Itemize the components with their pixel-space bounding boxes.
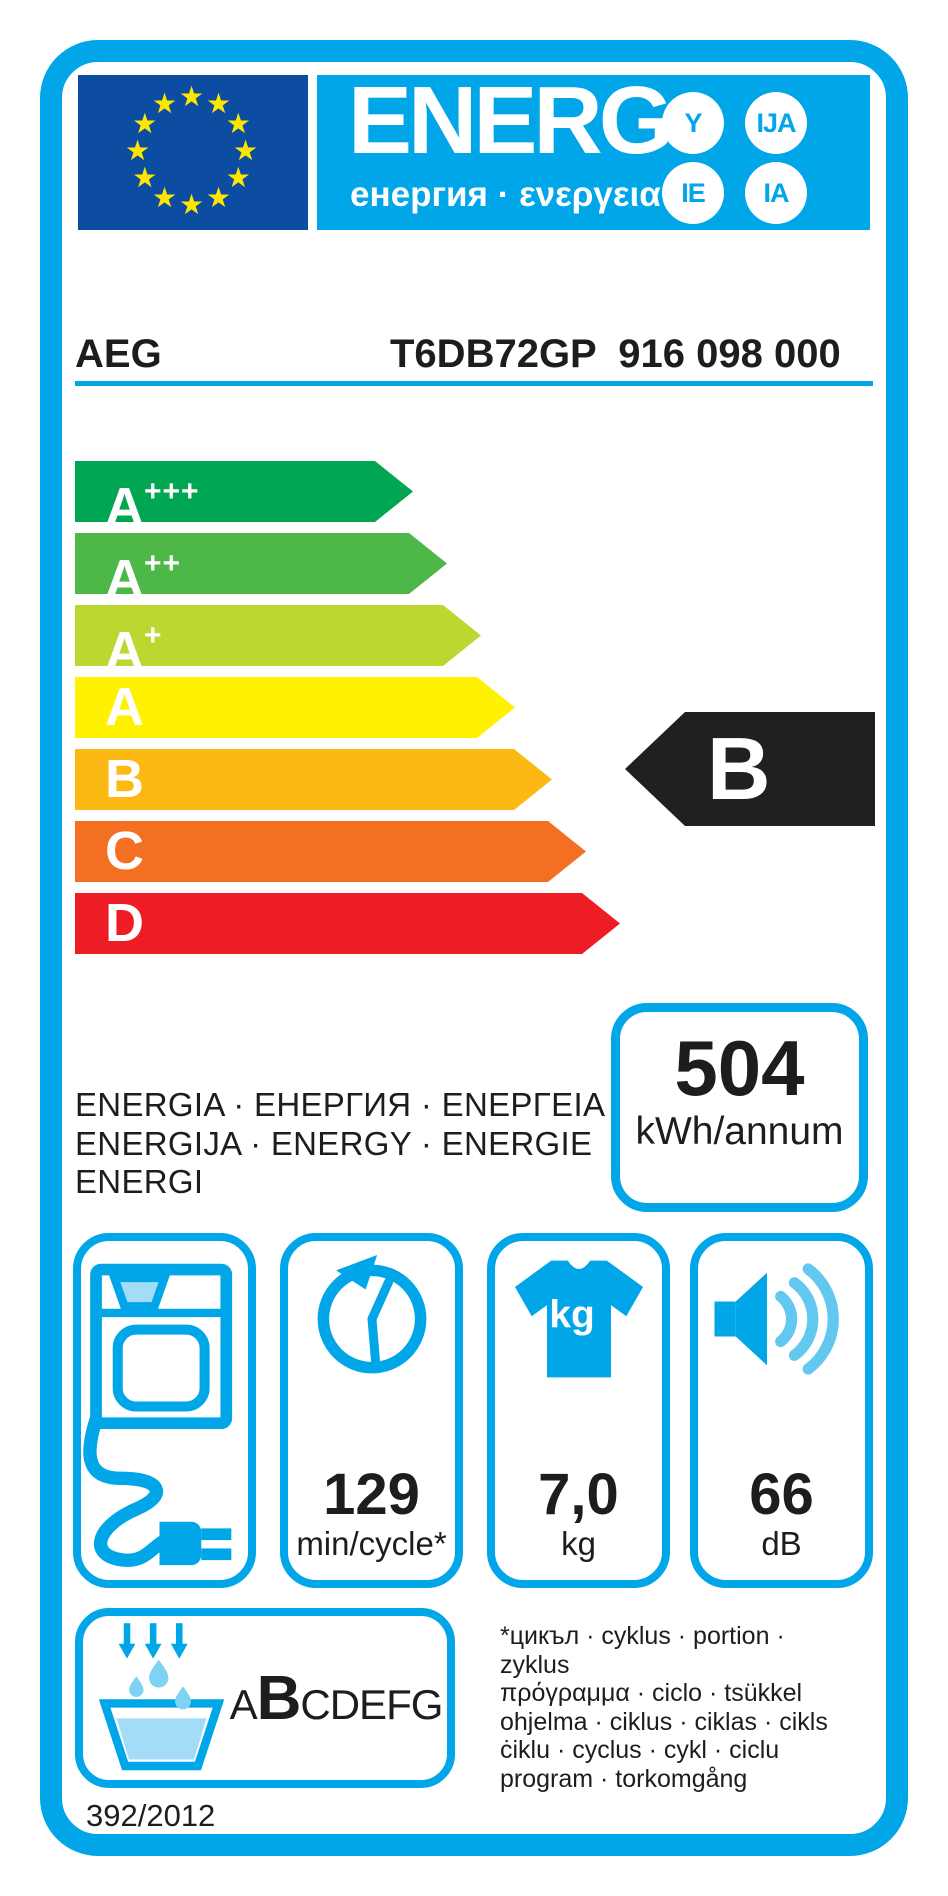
header-band: ENERG енергия · ενεργεια Y IJA IE IA (317, 67, 870, 230)
eu-flag-star: ★ (233, 134, 259, 167)
rating-bar-label: C (105, 821, 144, 881)
eu-flag-star: ★ (179, 188, 205, 221)
capacity-box: kg 7,0 kg (487, 1233, 670, 1588)
condenser-dryer-icon (81, 1241, 248, 1580)
energy-word-lines: ENERGIA · ЕНЕРГИЯ · ΕΝΕΡΓΕΙΑ ENERGIJA · … (75, 1086, 606, 1200)
cycle-duration-box: 129 min/cycle* (280, 1233, 463, 1588)
annual-energy-value: 504 (674, 1024, 805, 1112)
rating-bar-c: C (75, 821, 586, 882)
energ-suffix-ie: IE (662, 162, 724, 224)
rating-bar-a+: A+ (75, 605, 481, 666)
eu-flag-star: ★ (152, 87, 178, 121)
rating-bar-label: A+ (105, 619, 163, 681)
noise-box: 66 dB (690, 1233, 873, 1588)
rating-bar-a: A (75, 677, 515, 738)
capacity-unit: kg (561, 1525, 596, 1562)
clock-icon (288, 1241, 455, 1466)
cycle-duration-unit: min/cycle* (296, 1525, 447, 1562)
rating-bar-d: D (75, 893, 620, 954)
noise-unit: dB (761, 1525, 802, 1562)
cycle-duration-value: 129 (323, 1462, 420, 1527)
tshirt-icon: kg (495, 1241, 662, 1466)
annual-energy-box: 504 kWh/annum (611, 1003, 868, 1212)
annual-energy-unit: kWh/annum (635, 1110, 844, 1153)
energ-subtitle: енергия · ενεργεια (350, 175, 661, 214)
model-number: T6DB72GP 916 098 000 (390, 332, 841, 376)
condensation-letters-suffix: CDEFG (300, 1680, 443, 1728)
rating-bar-a++: A++ (75, 533, 447, 594)
current-rating-letter: B (707, 719, 771, 818)
eu-flag-star: ★ (179, 80, 205, 113)
rating-bar-label: B (105, 749, 144, 809)
energ-title: ENERG (348, 67, 673, 174)
energ-suffix-ia: IA (745, 162, 807, 224)
rating-bar-label: A+++ (105, 475, 200, 537)
rating-bar-label: D (105, 893, 144, 953)
condenser-dryer-box (73, 1233, 256, 1588)
rating-scale: A+++ A++ A+ A B C D (75, 461, 620, 965)
capacity-value: 7,0 (538, 1462, 619, 1527)
condensation-rating-letters: A B CDEFG (225, 1663, 447, 1734)
current-rating-arrow: B (625, 712, 875, 826)
divider-line (75, 381, 873, 386)
eu-flag-star: ★ (132, 107, 158, 140)
eu-flag-star: ★ (206, 87, 232, 121)
rating-bar-label: A++ (105, 547, 182, 609)
eu-flag-star: ★ (225, 161, 251, 194)
condensation-letter-highlight: B (256, 1663, 302, 1733)
regulation-number: 392/2012 (86, 1798, 216, 1833)
rating-bar-a+++: A+++ (75, 461, 413, 522)
noise-value: 66 (749, 1462, 814, 1527)
eu-flag-star: ★ (225, 107, 251, 140)
eu-flag-star: ★ (152, 180, 178, 214)
energ-suffix-y: Y (662, 92, 724, 154)
condensation-letter-prefix: A (229, 1680, 258, 1728)
label-border-frame (40, 40, 908, 1856)
energ-suffix-ija: IJA (745, 92, 807, 154)
eu-flag-star: ★ (132, 161, 158, 194)
cycle-footnote: *цикъл · cyklus · portion · zyklus πρόγρ… (500, 1622, 828, 1793)
condensation-icon (98, 1621, 225, 1776)
eu-flag: ★ ★ ★ ★ ★ ★ ★ ★ ★ ★ ★ ★ (78, 75, 308, 230)
eu-flag-star: ★ (206, 180, 232, 214)
rating-bar-b: B (75, 749, 552, 810)
rating-bar-label: A (105, 677, 144, 737)
speaker-icon (698, 1241, 865, 1466)
brand-name: AEG (75, 332, 162, 376)
eu-flag-star: ★ (125, 134, 151, 167)
tshirt-kg-label: kg (549, 1293, 594, 1336)
condensation-efficiency-box: A B CDEFG (75, 1608, 455, 1788)
